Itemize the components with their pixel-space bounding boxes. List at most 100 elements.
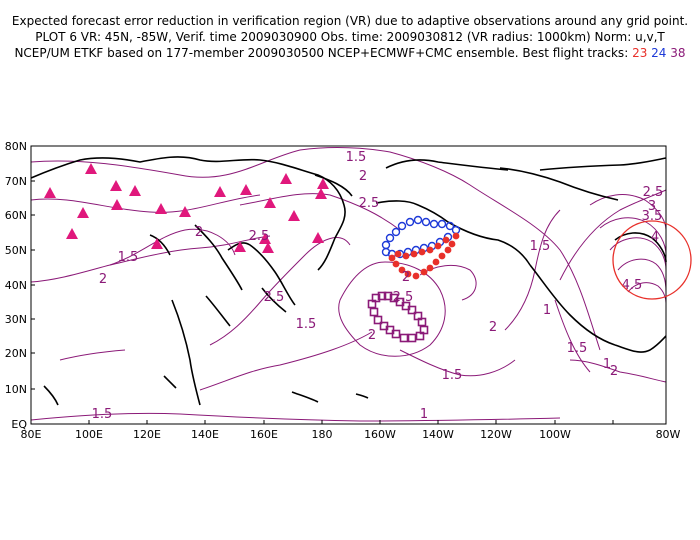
contour-line: [504, 209, 561, 331]
track-23-point: [410, 250, 418, 258]
title-line-3: NCEP/UM ETKF based on 177-member 2009030…: [0, 46, 700, 60]
track-24-point: [381, 247, 391, 257]
title-line-2: PLOT 6 VR: 45N, -85W, Verif. time 200903…: [35, 30, 665, 44]
track-24-point: [437, 219, 447, 229]
track-38-point: [417, 317, 427, 327]
track-38-point: [407, 333, 417, 343]
contour-label: 1.5: [530, 239, 551, 254]
contour-label: 4: [651, 230, 659, 245]
observation-site-triangle: [288, 210, 300, 221]
track-23-point: [398, 266, 406, 274]
coastline: [314, 174, 353, 197]
lon-label: 120E: [133, 428, 161, 441]
lon-label: 180: [312, 428, 333, 441]
contour-label: 1.5: [296, 317, 317, 332]
track-23-point: [426, 264, 434, 272]
contour-label: 4.5: [622, 278, 643, 293]
title-line-3-text: NCEP/UM ETKF based on 177-member 2009030…: [14, 46, 629, 60]
track-38-point: [379, 321, 389, 331]
coastline: [447, 221, 531, 266]
observation-site-triangle: [240, 184, 252, 195]
observation-site-triangle: [151, 238, 163, 249]
coastline: [30, 156, 346, 271]
lat-label: 60N: [5, 209, 27, 222]
lon-label: 120W: [480, 428, 512, 441]
contour-label: 1.5: [92, 407, 113, 422]
track-23-point: [444, 246, 452, 254]
track-24-point: [391, 227, 401, 237]
coastline: [539, 157, 667, 171]
contour-label: 2: [489, 320, 497, 335]
coastline: [529, 264, 616, 346]
contour-label: 3: [648, 199, 656, 214]
coastline: [385, 159, 509, 171]
coastline: [149, 234, 171, 256]
contour-line: [109, 228, 236, 266]
track-38-point: [399, 333, 409, 343]
contour-label: 2: [402, 270, 410, 285]
contour-label: 1: [543, 303, 551, 318]
coastline: [43, 385, 59, 406]
track-24-point: [413, 215, 423, 225]
contour-line: [30, 412, 561, 422]
contour-label: 1.5: [567, 341, 588, 356]
contour-line: [419, 264, 477, 301]
contour-label: 2: [359, 169, 367, 184]
track-23-point: [394, 250, 402, 258]
observation-site-triangle: [44, 187, 56, 198]
lat-label: 40N: [5, 279, 27, 292]
coastline: [171, 299, 201, 406]
contour-line: [589, 194, 667, 231]
lon-label: 80E: [21, 428, 42, 441]
track-23-point: [412, 272, 420, 280]
track-23-point: [404, 270, 412, 278]
track-23-point: [420, 268, 428, 276]
observation-site-triangle: [259, 233, 271, 244]
contour-label: 2.5: [643, 185, 664, 200]
contour-label: 2: [368, 328, 376, 343]
track-23-point: [442, 236, 450, 244]
contour-lines: [30, 147, 667, 422]
lat-label: 30N: [5, 313, 27, 326]
observation-site-triangle: [264, 197, 276, 208]
track-23-point: [432, 258, 440, 266]
coastline: [291, 391, 319, 403]
track-23-point: [452, 232, 460, 240]
coastline: [375, 200, 449, 223]
track-38-label: 38: [670, 46, 686, 60]
observation-site-triangle: [179, 206, 191, 217]
lat-label: 80N: [5, 140, 27, 153]
contour-line: [569, 359, 667, 383]
contour-line: [609, 237, 667, 271]
coastline: [499, 167, 619, 201]
track-38-point: [373, 315, 383, 325]
contour-labels: 1.522.521.522.52.51.5222.51.521.511.5122…: [92, 150, 664, 422]
contour-label: 1.5: [118, 250, 139, 265]
observation-site-triangle: [262, 242, 274, 253]
contour-label: 1.5: [346, 150, 367, 165]
lon-label: 100E: [75, 428, 103, 441]
observation-marks: [44, 163, 461, 343]
track-23-point: [438, 252, 446, 260]
track-23-point: [418, 248, 426, 256]
contour-label: 1: [420, 407, 428, 422]
contour-line: [59, 349, 126, 361]
contour-line: [399, 349, 516, 377]
contour-label: 3.5: [642, 209, 663, 224]
coastline: [261, 287, 287, 313]
lat-label: 10N: [5, 383, 27, 396]
lat-label: 50N: [5, 244, 27, 257]
observation-site-triangle: [280, 173, 292, 184]
lon-label: 140W: [422, 428, 454, 441]
coastline: [614, 232, 667, 263]
contour-line: [30, 235, 271, 283]
contour-label: 2.5: [359, 196, 380, 211]
observation-site-triangle: [129, 185, 141, 196]
observation-site-triangle: [234, 241, 246, 252]
coastlines: [30, 156, 667, 406]
contour-label: 2.5: [393, 290, 414, 305]
contour-label: 2.5: [249, 229, 270, 244]
track-38-point: [371, 293, 381, 303]
track-23-point: [426, 246, 434, 254]
